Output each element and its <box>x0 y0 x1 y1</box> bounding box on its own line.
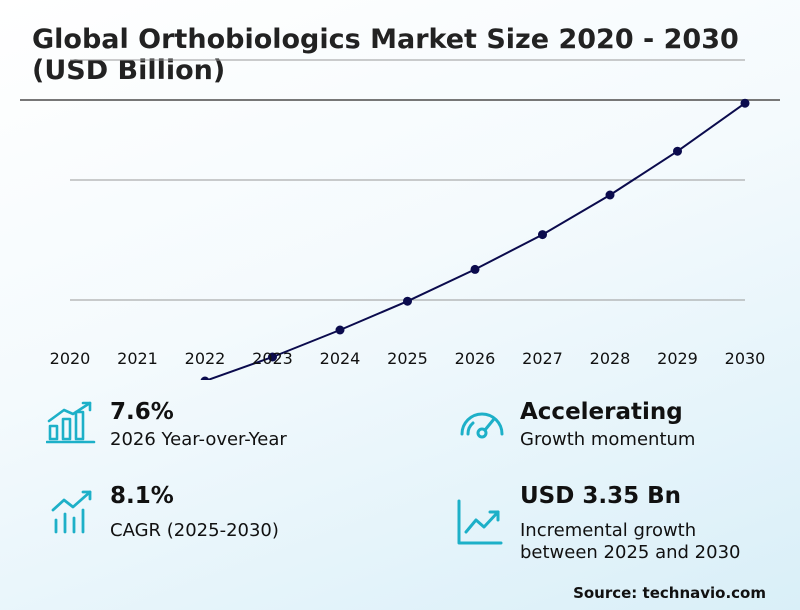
data-point <box>740 98 750 108</box>
stat-cagr-value: 8.1% <box>110 483 174 509</box>
data-point <box>605 190 615 200</box>
x-tick-label: 2020 <box>50 349 91 368</box>
bar-chart-growth-icon <box>46 401 96 444</box>
x-tick-label: 2025 <box>387 349 428 368</box>
data-point <box>200 376 210 380</box>
x-tick-label: 2023 <box>252 349 293 368</box>
stat-cagr-desc: CAGR (2025-2030) <box>110 520 279 541</box>
x-tick-label: 2030 <box>725 349 766 368</box>
data-point <box>403 296 412 306</box>
stat-incremental-desc-line1: Incremental growth <box>520 520 697 541</box>
x-tick-label: 2029 <box>657 349 698 368</box>
x-tick-label: 2024 <box>320 349 361 368</box>
trend-bars-icon <box>51 490 92 534</box>
x-tick-label: 2021 <box>117 349 158 368</box>
line-chart: 4.95 20202021202220232024202520262027202… <box>50 59 766 380</box>
data-point <box>335 325 345 335</box>
x-tick-label: 2026 <box>455 349 496 368</box>
data-point <box>470 264 480 274</box>
series-line <box>204 102 746 380</box>
speedometer-icon <box>460 412 504 439</box>
stat-yoy: 7.6% 2026 Year-over-Year <box>110 398 287 451</box>
stat-momentum-desc: Growth momentum <box>520 429 696 450</box>
stat-incremental-value: USD 3.35 Bn <box>520 483 681 509</box>
x-tick-label: 2028 <box>590 349 631 368</box>
line-chart-up-icon <box>457 499 503 545</box>
stat-yoy-desc: 2026 Year-over-Year <box>110 429 287 450</box>
stat-yoy-value: 7.6% <box>110 399 174 425</box>
source-credit: Source: technavio.com <box>573 584 766 602</box>
stat-momentum-value: Accelerating <box>520 399 683 425</box>
x-tick-label: 2027 <box>522 349 563 368</box>
title-divider <box>20 99 780 101</box>
stat-cagr: 8.1% CAGR (2025-2030) <box>110 482 279 542</box>
stat-incremental-desc: Incremental growth between 2025 and 2030 <box>520 520 740 564</box>
stat-incremental-desc-line2: between 2025 and 2030 <box>520 542 741 563</box>
x-tick-label: 2022 <box>185 349 226 368</box>
stat-momentum: Accelerating Growth momentum <box>520 398 695 451</box>
data-point <box>673 146 682 156</box>
data-point <box>268 352 277 362</box>
stat-incremental: USD 3.35 Bn Incremental growth between 2… <box>520 482 740 564</box>
data-point <box>538 230 547 240</box>
